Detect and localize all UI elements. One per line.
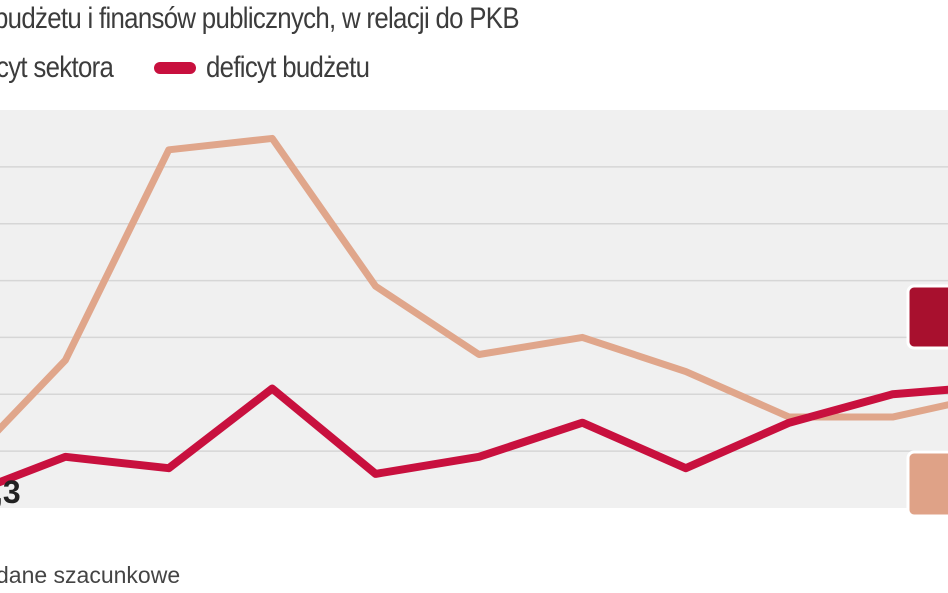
- legend: cyt sektora deficyt budżetu: [0, 50, 396, 85]
- footnote: dane szacunkowe: [0, 562, 181, 588]
- value-annotation: ,3: [0, 474, 21, 510]
- value-box-sector: [906, 450, 948, 518]
- value-box-budget: [906, 284, 948, 350]
- legend-label-sector: cyt sektora: [0, 51, 114, 85]
- plot-background: [0, 110, 948, 508]
- legend-marker-budget: [154, 62, 197, 75]
- chart-title: budżetu i finansów publicznych, w relacj…: [0, 2, 520, 35]
- legend-label-budget: deficyt budżetu: [206, 51, 370, 85]
